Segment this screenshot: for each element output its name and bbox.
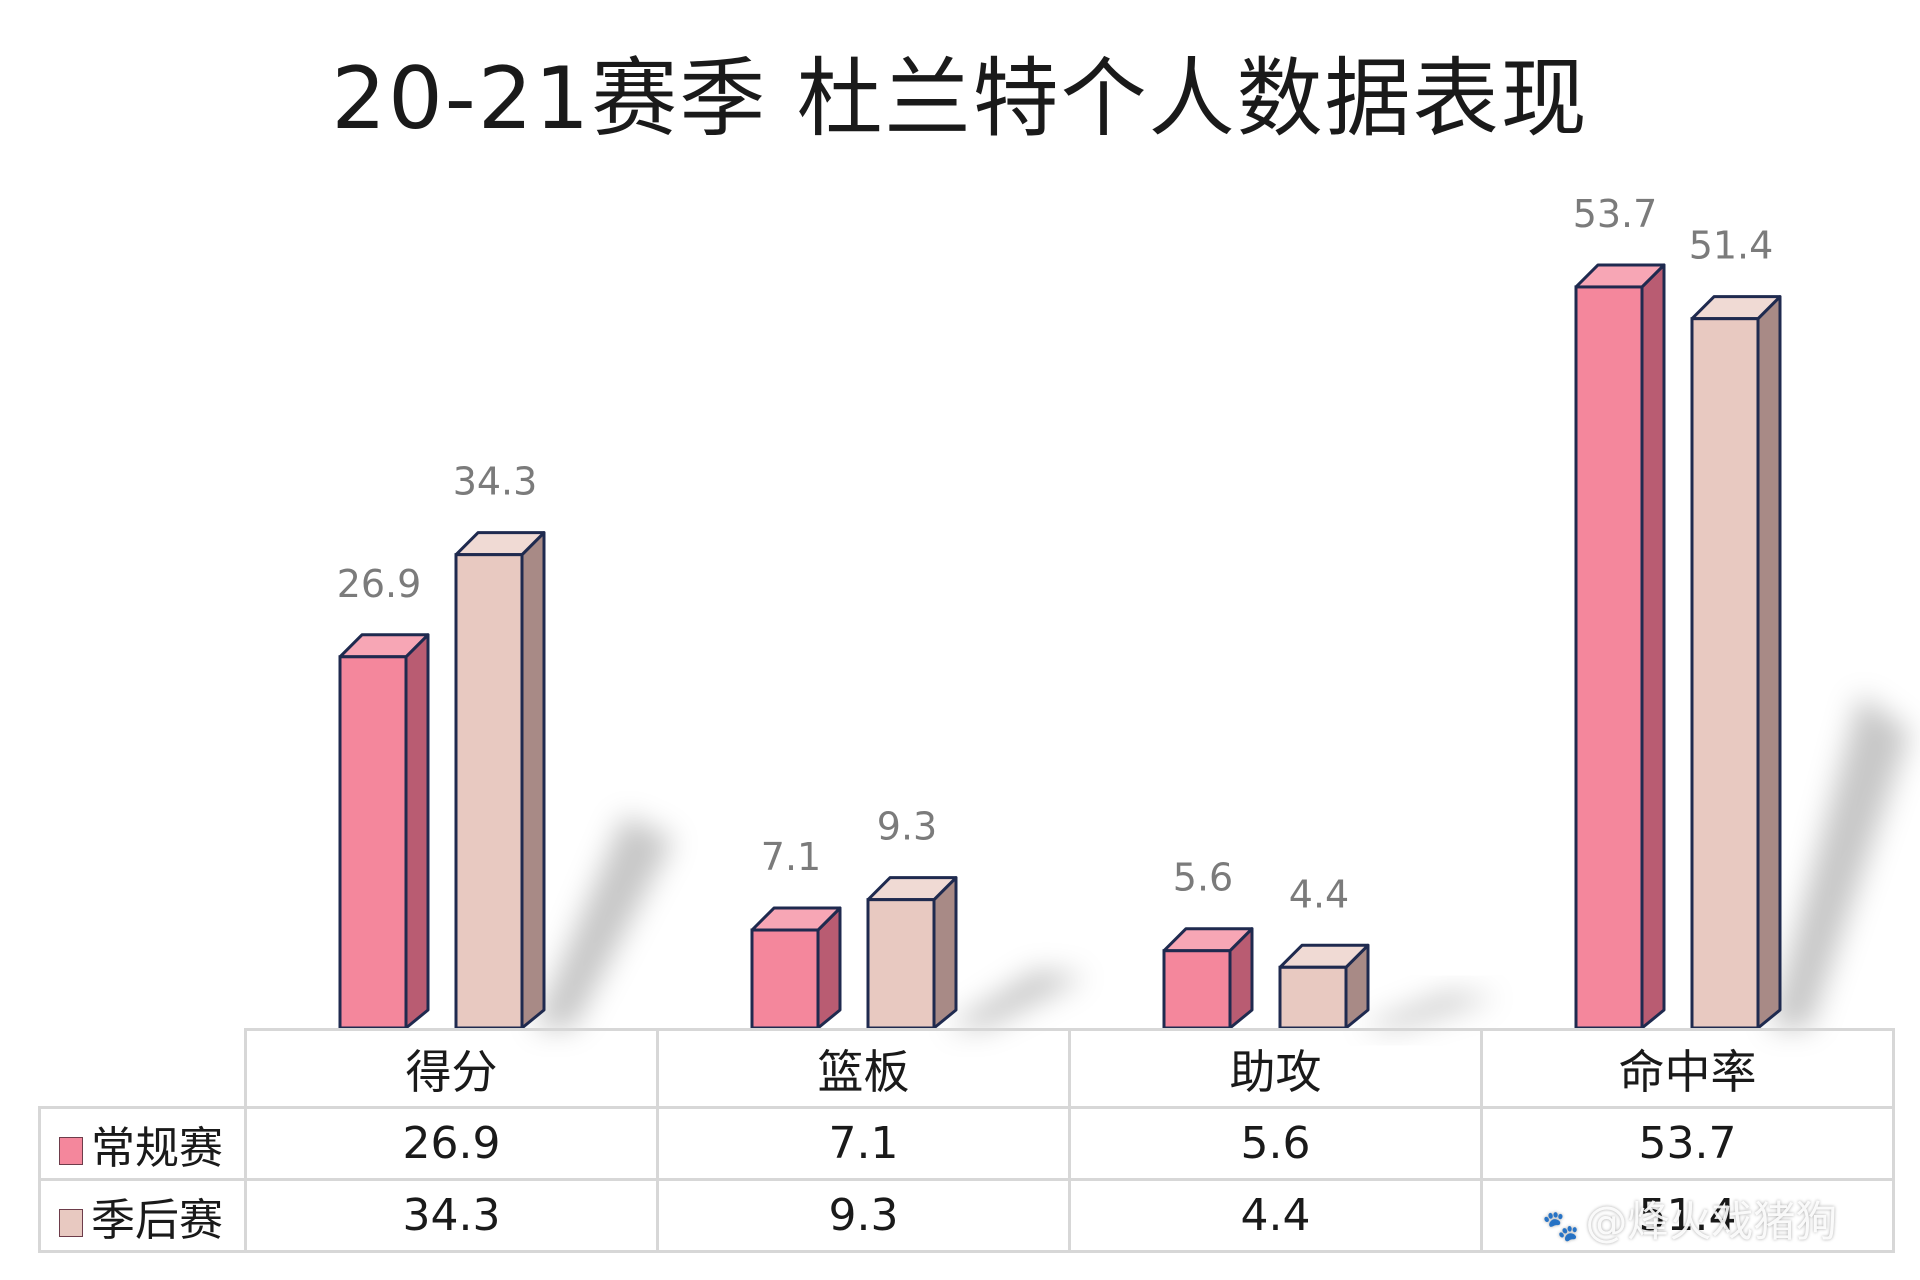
bar (454, 531, 546, 1030)
table-corner (39, 1029, 247, 1109)
table-cell: 5.6 (1068, 1106, 1483, 1181)
table-cell: 26.9 (244, 1106, 659, 1181)
table-header-cell: 命中率 (1480, 1028, 1895, 1109)
legend-regular-season: 常规赛 (38, 1106, 247, 1181)
table-cell: 34.3 (244, 1178, 659, 1253)
data-label: 53.7 (1573, 192, 1658, 236)
legend-swatch-playoff (59, 1208, 83, 1237)
data-label: 51.4 (1689, 224, 1774, 268)
data-table: 得分 篮板 助攻 命中率 常规赛 26.9 7.1 5.6 53.7 季后赛 3… (38, 1028, 1895, 1253)
paw-icon: 🐾 (1542, 1209, 1580, 1244)
bar (866, 876, 958, 1030)
table-row: 季后赛 34.3 9.3 4.4 51.4 (38, 1178, 1895, 1253)
bar (1278, 943, 1370, 1030)
data-label: 34.3 (453, 460, 538, 504)
bar (338, 633, 430, 1030)
table-header-cell: 助攻 (1068, 1028, 1483, 1109)
legend-swatch-regular (59, 1136, 83, 1165)
watermark: 🐾 @烽火戏猪狗 (1542, 1188, 1837, 1249)
bar (1162, 927, 1254, 1030)
table-header-cell: 篮板 (656, 1028, 1071, 1109)
data-label: 26.9 (337, 562, 422, 606)
bar-shadow (1770, 694, 1910, 1028)
table-cell: 51.4 (1480, 1178, 1895, 1253)
table-cell: 9.3 (656, 1178, 1071, 1253)
data-label: 5.6 (1173, 856, 1233, 900)
table-cell: 7.1 (656, 1106, 1071, 1181)
legend-label: 常规赛 (91, 1122, 223, 1174)
table-header-row: 得分 篮板 助攻 命中率 (39, 1028, 1895, 1109)
legend-playoffs: 季后赛 (38, 1178, 247, 1253)
bar (1690, 295, 1782, 1030)
table-cell: 53.7 (1480, 1106, 1895, 1181)
bar (750, 906, 842, 1030)
watermark-text: @烽火戏猪狗 (1585, 1197, 1838, 1246)
legend-label: 季后赛 (91, 1194, 223, 1246)
table-header-cell: 得分 (244, 1028, 659, 1109)
table-cell: 4.4 (1068, 1178, 1483, 1253)
data-label: 7.1 (761, 835, 821, 879)
chart-title: 20-21赛季 杜兰特个人数据表现 (331, 49, 1589, 149)
data-label: 4.4 (1289, 872, 1349, 916)
bar-shadow (1358, 993, 1498, 1028)
bar (1574, 263, 1666, 1030)
bar-shadow (534, 814, 674, 1028)
table-row: 常规赛 26.9 7.1 5.6 53.7 (38, 1106, 1895, 1181)
bar-shadow (946, 970, 1086, 1028)
data-label: 9.3 (877, 805, 937, 849)
